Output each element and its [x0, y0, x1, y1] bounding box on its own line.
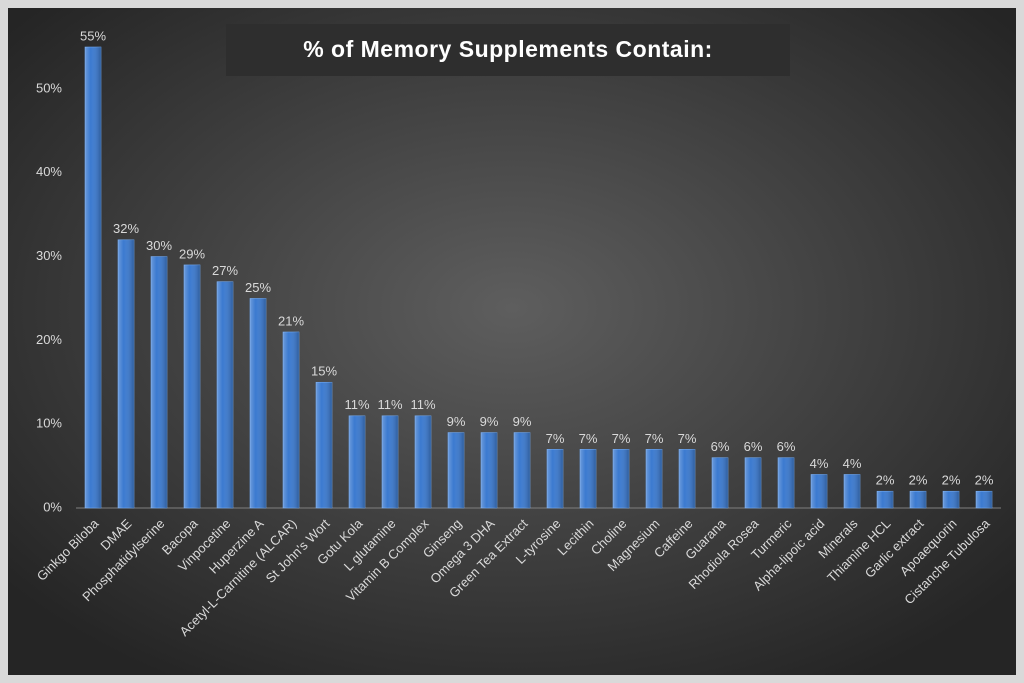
data-label: 15%	[311, 364, 337, 379]
data-label: 7%	[678, 431, 697, 446]
bar	[183, 264, 201, 509]
bar	[744, 457, 762, 509]
bar	[579, 449, 597, 509]
bar	[810, 474, 828, 509]
plot-background	[8, 8, 1016, 675]
bar	[711, 457, 729, 509]
data-label: 32%	[113, 221, 139, 236]
bar	[414, 415, 432, 509]
data-label: 27%	[212, 263, 238, 278]
data-label: 29%	[179, 246, 205, 261]
y-tick-label: 10%	[36, 416, 62, 431]
data-label: 2%	[975, 473, 994, 488]
data-label: 2%	[876, 473, 895, 488]
data-label: 2%	[942, 473, 961, 488]
y-tick-label: 50%	[36, 80, 62, 95]
bar	[249, 298, 267, 509]
data-label: 25%	[245, 280, 271, 295]
bar	[348, 415, 366, 509]
bar	[447, 432, 465, 509]
bar	[150, 256, 168, 509]
data-label: 11%	[344, 397, 369, 412]
y-tick-label: 0%	[43, 499, 62, 514]
bar	[876, 490, 894, 509]
data-label: 4%	[843, 456, 862, 471]
data-label: 6%	[744, 439, 763, 454]
title-box	[226, 24, 790, 76]
chart-title: % of Memory Supplements Contain:	[303, 36, 713, 62]
bar	[645, 449, 663, 509]
bar	[84, 46, 102, 509]
bar	[909, 490, 927, 509]
bar	[975, 490, 993, 509]
bar	[843, 474, 861, 509]
bar	[315, 381, 333, 509]
bar	[678, 449, 696, 509]
bar	[117, 239, 135, 509]
data-label: 7%	[612, 431, 631, 446]
data-label: 7%	[645, 431, 664, 446]
data-label: 6%	[711, 439, 730, 454]
data-label: 30%	[146, 238, 172, 253]
y-tick-label: 20%	[36, 332, 62, 347]
bar	[381, 415, 399, 509]
bar	[513, 432, 531, 509]
data-label: 55%	[80, 28, 106, 43]
data-label: 11%	[377, 397, 402, 412]
bar	[546, 449, 564, 509]
data-label: 9%	[480, 414, 499, 429]
data-label: 7%	[579, 431, 598, 446]
data-label: 9%	[513, 414, 532, 429]
bar	[612, 449, 630, 509]
y-tick-label: 40%	[36, 164, 62, 179]
data-label: 4%	[810, 456, 829, 471]
y-tick-label: 30%	[36, 248, 62, 263]
data-label: 7%	[546, 431, 565, 446]
bar	[216, 281, 234, 509]
data-label: 6%	[777, 439, 796, 454]
data-label: 2%	[909, 473, 928, 488]
data-label: 9%	[447, 414, 466, 429]
bar	[942, 490, 960, 509]
bar	[777, 457, 795, 509]
data-label: 11%	[410, 397, 435, 412]
bar	[480, 432, 498, 509]
bar	[282, 331, 300, 509]
data-label: 21%	[278, 313, 304, 328]
